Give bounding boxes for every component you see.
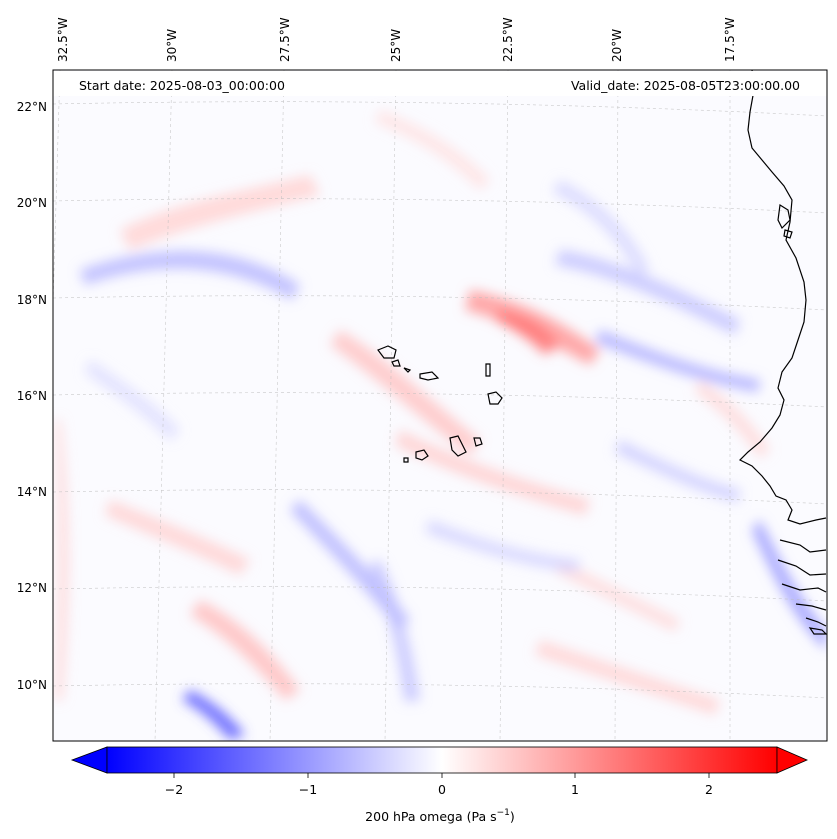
map-frame <box>52 69 828 742</box>
colorbar-extend-min <box>70 746 108 774</box>
colorbar-units: Pa s <box>472 809 497 824</box>
colorbar-tick-neg1: −1 <box>299 782 317 797</box>
lon-label-20w: 20°W <box>610 29 624 62</box>
coastline <box>738 70 827 635</box>
gridlines <box>53 70 827 741</box>
colorbar: −2 −1 0 1 2 200 hPa omega (Pa s−1) <box>70 746 809 824</box>
west-africa-coast <box>738 70 827 525</box>
lat-label-10n: 10°N <box>17 678 47 692</box>
lon-label-17-5w: 17.5°W <box>723 17 737 62</box>
valid-date-label: Valid_date: 2025-08-05T23:00:00.00 <box>571 78 800 93</box>
colorbar-body <box>106 746 778 774</box>
lon-label-30w: 30°W <box>165 29 179 62</box>
colorbar-tick-0: 0 <box>438 782 446 797</box>
lon-label-32-5w: 32.5°W <box>56 17 70 62</box>
lon-label-22-5w: 22.5°W <box>501 17 515 62</box>
lat-label-18n: 18°N <box>17 293 47 307</box>
colorbar-tick-2: 2 <box>705 782 713 797</box>
lon-label-25w: 25°W <box>389 29 403 62</box>
lon-label-27-5w: 27.5°W <box>278 17 292 62</box>
colorbar-title: 200 hPa omega (Pa s−1) <box>365 808 515 824</box>
header-strip <box>53 71 827 96</box>
lat-label-12n: 12°N <box>17 581 47 595</box>
map-plot-area <box>53 70 827 741</box>
colorbar-extend-max <box>776 746 809 774</box>
colorbar-units-exponent: −1 <box>497 808 510 818</box>
colorbar-tick-1: 1 <box>571 782 579 797</box>
lat-label-20n: 20°N <box>17 196 47 210</box>
colorbar-variable: 200 hPa omega <box>365 809 462 824</box>
omega-field <box>55 110 826 740</box>
latitude-labels: 22°N 20°N 18°N 16°N 14°N 12°N 10°N <box>17 100 47 692</box>
colorbar-tick-neg2: −2 <box>165 782 183 797</box>
cape-verde-islands <box>377 345 503 463</box>
lat-label-16n: 16°N <box>17 389 47 403</box>
lat-label-22n: 22°N <box>17 100 47 114</box>
longitude-labels: 32.5°W 30°W 27.5°W 25°W 22.5°W 20°W 17.5… <box>56 17 737 62</box>
colorbar-ticks <box>173 773 710 778</box>
start-date-label: Start date: 2025-08-03_00:00:00 <box>79 78 285 93</box>
lat-label-14n: 14°N <box>17 485 47 499</box>
